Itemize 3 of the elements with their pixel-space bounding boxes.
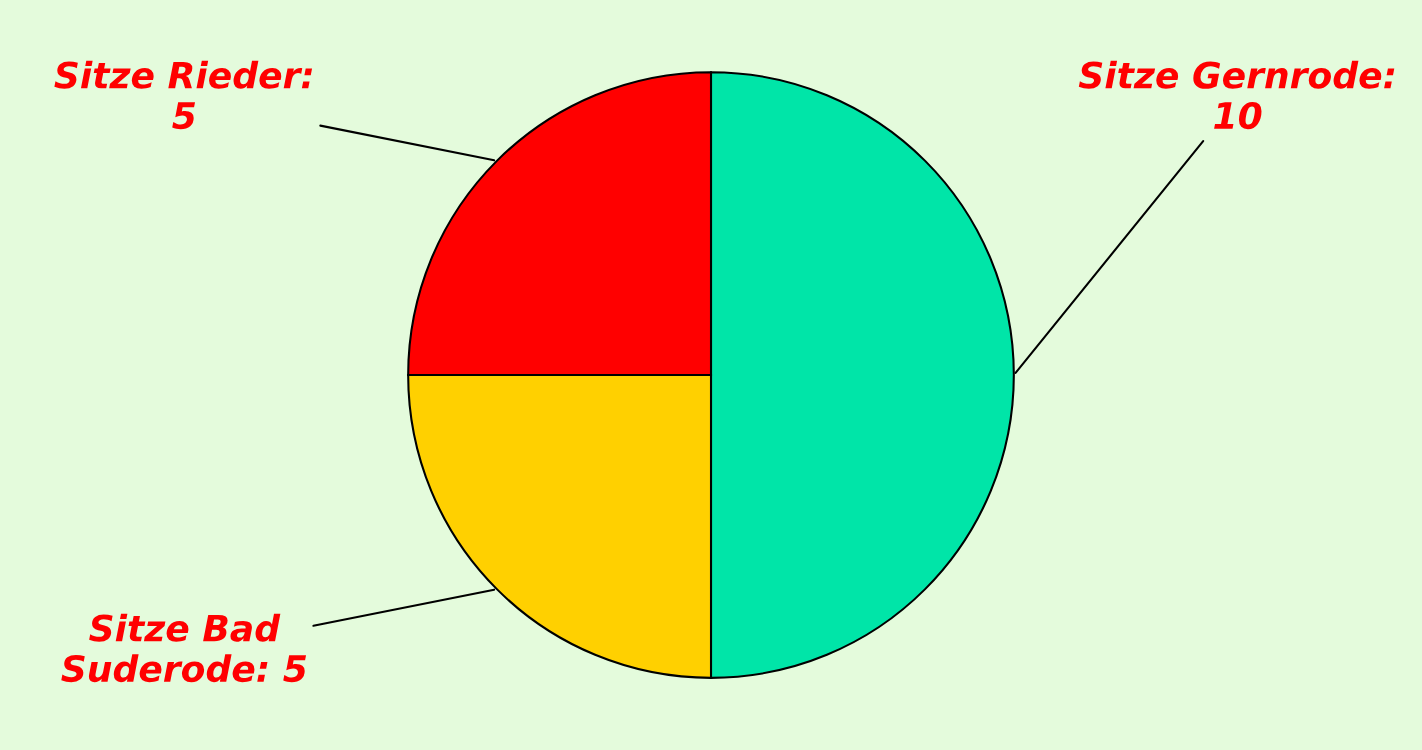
slice-label: Sitze Gernrode: 10 [1078,60,1395,130]
slice-label: Sitze Bad Suderode: 5 [61,613,307,683]
slice-label: Sitze Rieder: 5 [54,60,313,130]
